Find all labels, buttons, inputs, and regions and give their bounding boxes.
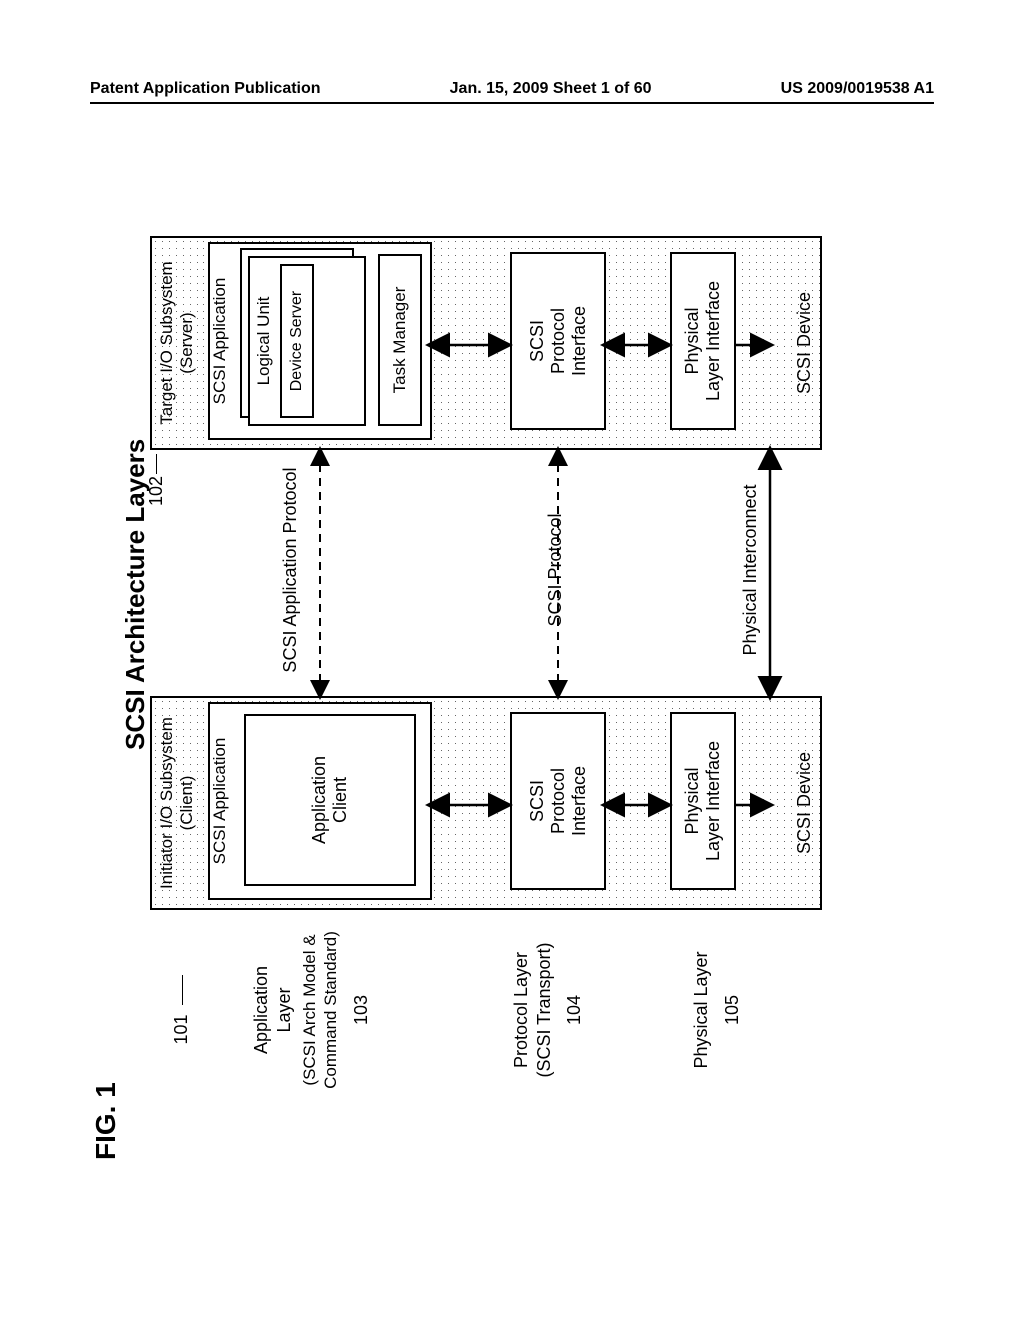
header-right: US 2009/0019538 A1	[781, 80, 934, 98]
target-spi-l2: Protocol	[548, 306, 569, 376]
target-column: 102 Target I/O Subsystem (Server) SCSI A…	[150, 240, 850, 450]
page: Patent Application Publication Jan. 15, …	[0, 0, 1024, 1320]
app-client-l2: Client	[330, 756, 351, 844]
initiator-header-l2: (Client)	[177, 776, 197, 831]
target-phy-box: Physical Layer Interface	[670, 252, 736, 430]
initiator-scsi-app-title: SCSI Application	[210, 704, 236, 898]
label-physical-layer: Physical Layer 105	[690, 920, 743, 1100]
ref-102-callout: 102	[146, 476, 167, 506]
initiator-spi-l1: SCSI	[527, 766, 548, 836]
target-body: SCSI Application Logical Unit Device Ser…	[200, 236, 822, 450]
ref-101-text: 101	[171, 1014, 191, 1044]
target-header-l1: Target I/O Subsystem	[157, 261, 177, 424]
initiator-header: Initiator I/O Subsystem (Client)	[150, 696, 204, 910]
initiator-phy-l1: Physical	[682, 741, 703, 861]
figure-rotated: FIG. 1 SCSI Architecture Layers 101 Appl…	[90, 160, 934, 1160]
target-phy-l1: Physical	[682, 281, 703, 401]
initiator-footer: SCSI Device	[788, 698, 820, 908]
initiator-column: Initiator I/O Subsystem (Client) SCSI Ap…	[150, 700, 850, 910]
task-manager-box: Task Manager	[378, 254, 422, 426]
initiator-spi-l2: Protocol	[548, 766, 569, 836]
initiator-phy-box: Physical Layer Interface	[670, 712, 736, 890]
mid-phys-interconnect-label: Physical Interconnect	[740, 450, 761, 690]
header-left: Patent Application Publication	[90, 80, 321, 98]
application-client-box: Application Client	[244, 714, 416, 886]
page-header: Patent Application Publication Jan. 15, …	[90, 80, 934, 104]
scsi-diagram: SCSI Architecture Layers 101 Application…	[130, 190, 910, 1090]
ref-104: 104	[563, 920, 586, 1100]
label-app-l1: Application	[250, 920, 273, 1100]
ref-103: 103	[350, 920, 373, 1100]
target-spi-l3: Interface	[569, 306, 590, 376]
label-application-layer: Application Layer (SCSI Arch Model & Com…	[250, 920, 372, 1100]
logical-unit-label: Logical Unit	[254, 297, 274, 386]
label-app-sub: (SCSI Arch Model & Command Standard)	[299, 920, 342, 1100]
label-app-l2: Layer	[273, 920, 296, 1100]
initiator-header-l1: Initiator I/O Subsystem	[157, 717, 177, 889]
initiator-phy-l2: Layer Interface	[703, 741, 724, 861]
label-protocol-layer: Protocol Layer (SCSI Transport) 104	[510, 920, 586, 1100]
figure-label: FIG. 1	[90, 1082, 122, 1160]
label-phys: Physical Layer	[690, 920, 713, 1100]
header-center: Jan. 15, 2009 Sheet 1 of 60	[450, 80, 652, 98]
initiator-spi-box: SCSI Protocol Interface	[510, 712, 606, 890]
target-header-l2: (Server)	[177, 312, 197, 373]
ref-105: 105	[721, 920, 744, 1100]
target-header: Target I/O Subsystem (Server)	[150, 236, 204, 450]
target-spi-l1: SCSI	[527, 306, 548, 376]
mid-scsi-protocol-label: SCSI Protocol	[545, 450, 566, 690]
device-server-box: Device Server	[280, 264, 314, 418]
ref-102-text: 102	[146, 476, 166, 506]
target-phy-l2: Layer Interface	[703, 281, 724, 401]
mid-app-protocol-label: SCSI Application Protocol	[280, 450, 301, 690]
app-client-l1: Application	[309, 756, 330, 844]
label-proto-l1: Protocol Layer	[510, 920, 533, 1100]
label-proto-l2: (SCSI Transport)	[533, 920, 556, 1100]
ref-101: 101	[170, 920, 193, 1100]
initiator-spi-l3: Interface	[569, 766, 590, 836]
target-scsi-app-box: SCSI Application Logical Unit Device Ser…	[208, 242, 432, 440]
target-footer: SCSI Device	[788, 238, 820, 448]
initiator-body: SCSI Application Application Client	[200, 696, 822, 910]
logical-unit-box: Logical Unit Device Server	[248, 256, 366, 426]
figure-area: FIG. 1 SCSI Architecture Layers 101 Appl…	[90, 160, 934, 1160]
initiator-scsi-app-box: SCSI Application Application Client	[208, 702, 432, 900]
target-scsi-app-title: SCSI Application	[210, 244, 236, 438]
target-spi-box: SCSI Protocol Interface	[510, 252, 606, 430]
